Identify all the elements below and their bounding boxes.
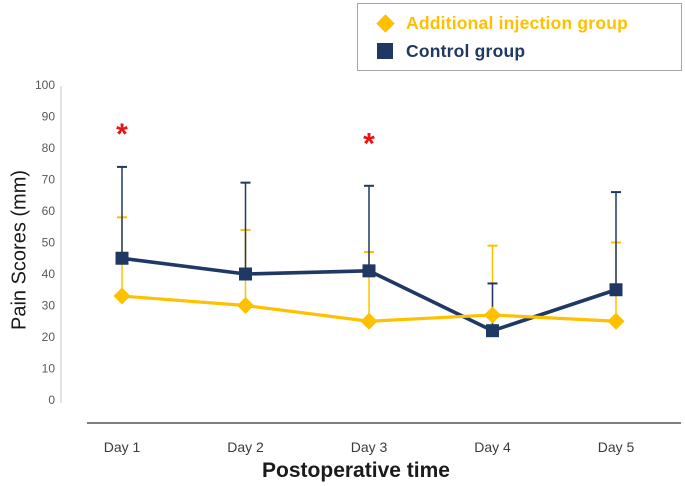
diamond-marker (607, 312, 625, 330)
square-marker (609, 283, 623, 297)
diamond-icon (375, 13, 395, 33)
legend-marker-box (371, 13, 399, 33)
y-tick-label: 0 (48, 393, 55, 407)
square-marker (362, 264, 376, 278)
legend-label-additional-injection-group: Additional injection group (406, 12, 628, 33)
y-tick-label: 60 (42, 204, 56, 218)
square-marker (115, 251, 129, 265)
diamond-marker (237, 297, 254, 314)
y-tick-label: 80 (42, 141, 56, 155)
square-marker (486, 324, 499, 338)
square-marker (239, 267, 252, 281)
y-tick-label: 20 (42, 330, 56, 344)
y-tick-label: 40 (42, 267, 56, 281)
x-category-label: Day 4 (474, 439, 511, 455)
significance-asterisk: * (116, 118, 128, 151)
y-tick-label: 70 (42, 173, 56, 187)
square-icon (377, 43, 393, 59)
x-category-label: Day 5 (598, 439, 635, 455)
legend-label-control-group: Control group (406, 40, 526, 61)
legend-marker-box (371, 43, 399, 59)
x-category-label: Day 3 (351, 439, 388, 455)
x-axis-title: Postoperative time (262, 459, 450, 482)
y-tick-label: 10 (42, 362, 56, 376)
legend: Additional injection group Control group (357, 3, 682, 71)
legend-item-control-group: Control group (371, 37, 681, 65)
y-tick-label: 50 (42, 236, 56, 250)
y-tick-label: 30 (42, 299, 56, 313)
significance-asterisk: * (363, 128, 375, 161)
legend-item-additional-injection-group: Additional injection group (371, 9, 681, 37)
diamond-marker (360, 312, 378, 330)
diamond-marker (113, 287, 131, 305)
diamond-marker (484, 306, 501, 324)
y-axis-title: Pain Scores (mm) (8, 169, 31, 331)
x-category-label: Day 1 (104, 439, 141, 455)
x-category-label: Day 2 (227, 439, 264, 455)
y-tick-label: 90 (42, 110, 56, 124)
y-tick-label: 100 (35, 78, 55, 92)
